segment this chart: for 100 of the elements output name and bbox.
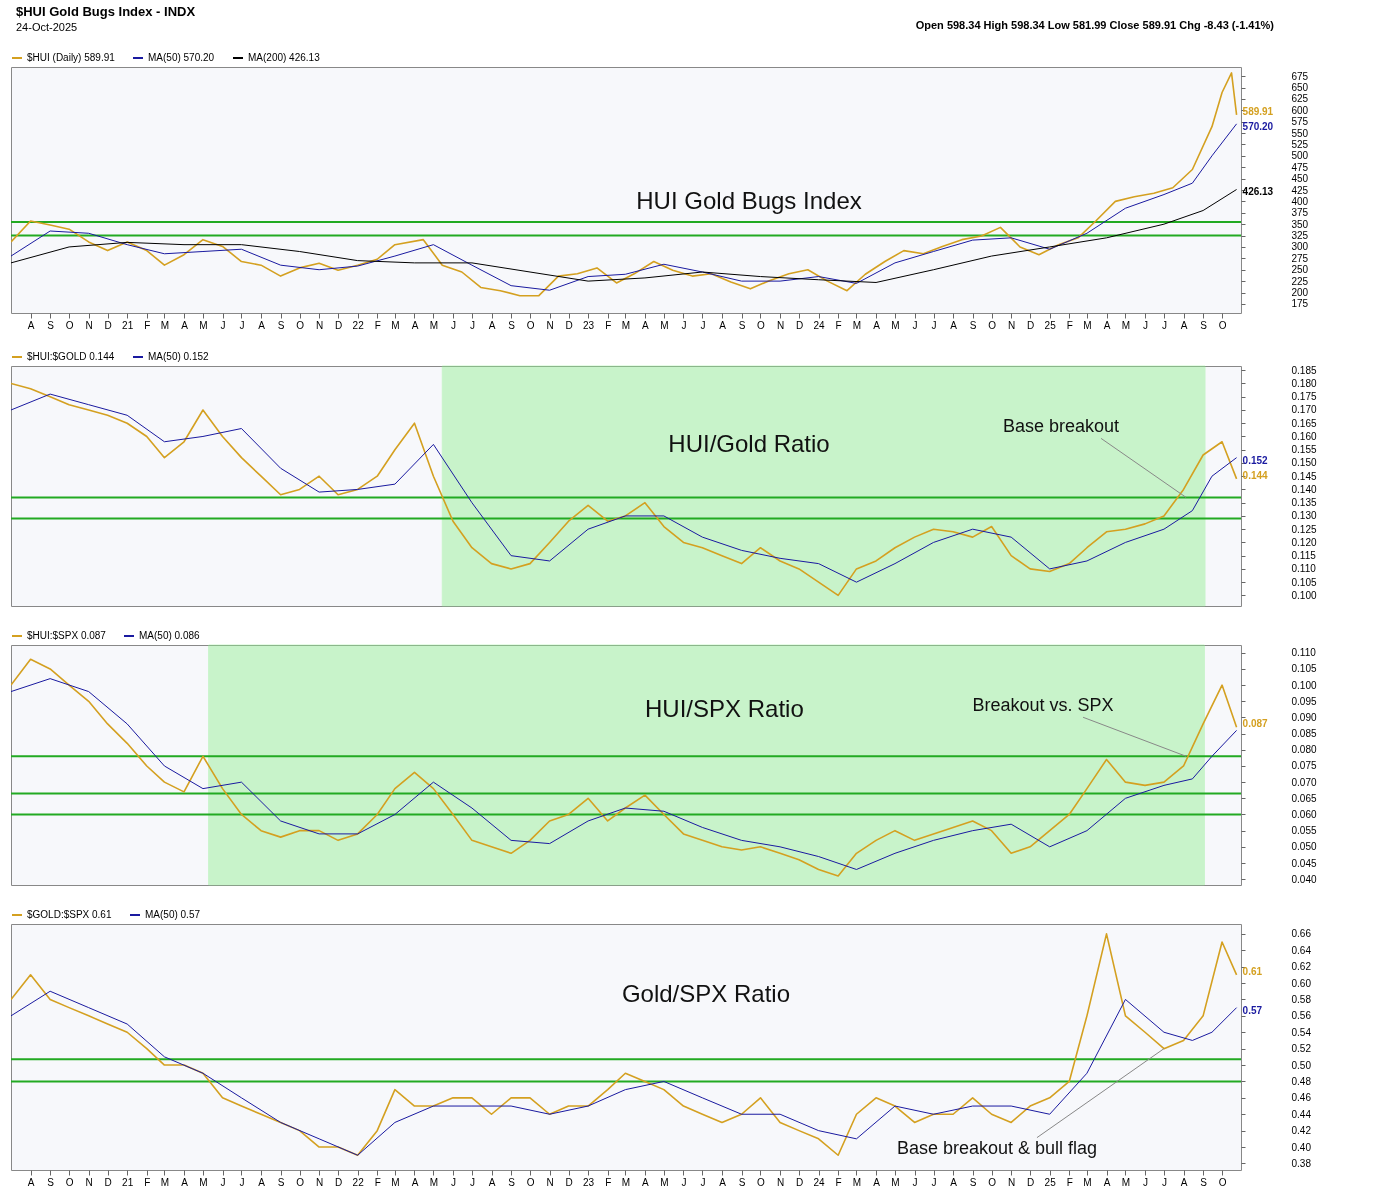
x-tick-label: J — [700, 1176, 706, 1188]
y-tick-label: 350 — [1291, 218, 1309, 230]
annotation: 0.57 — [1242, 1004, 1263, 1016]
legend-label: $HUI:$SPX 0.087 — [27, 630, 107, 641]
annotation: 0.087 — [1242, 718, 1269, 730]
y-tick-label: 0.52 — [1291, 1043, 1312, 1055]
line-series — [11, 72, 1238, 297]
x-tick-label: A — [719, 319, 727, 331]
annotation: 0.152 — [1242, 454, 1269, 466]
x-tick-label: S — [277, 319, 285, 331]
x-tick-label: D — [565, 319, 573, 331]
line-series — [11, 933, 1238, 1157]
legend-label: MA(50) 570.20 — [148, 52, 215, 63]
x-tick-label: D — [795, 319, 804, 331]
x-tick-label: J — [931, 319, 937, 331]
x-tick-label: A — [488, 319, 496, 331]
legend-label: MA(200) 426.13 — [248, 52, 321, 63]
y-tick-label: 300 — [1291, 241, 1309, 253]
x-tick-label: J — [239, 1176, 245, 1188]
x-tick-label: D — [104, 1176, 112, 1188]
x-tick-label: S — [47, 1176, 55, 1188]
x-tick-label: A — [258, 319, 266, 331]
x-tick-label: N — [776, 319, 785, 331]
x-tick-label: 25 — [1044, 319, 1057, 331]
x-tick-label: A — [642, 1176, 650, 1188]
x-tick-label: J — [1143, 319, 1149, 331]
x-tick-label: F — [144, 319, 151, 331]
annotation: 589.91 — [1242, 105, 1274, 117]
y-tick-label: 0.175 — [1291, 391, 1317, 403]
y-tick-label: 0.56 — [1291, 1010, 1312, 1022]
annotation: Breakout vs. SPX — [972, 695, 1114, 716]
x-tick-label: O — [526, 319, 535, 331]
y-tick-label: 0.180 — [1291, 377, 1317, 389]
x-tick-label: M — [199, 319, 208, 331]
y-tick-label: 0.120 — [1291, 536, 1317, 548]
y-tick-label: 0.54 — [1291, 1026, 1312, 1038]
y-tick-label: 0.110 — [1291, 647, 1317, 659]
x-tick-label: 25 — [1044, 1176, 1057, 1188]
x-tick-label: 23 — [583, 319, 595, 331]
y-tick-label: 0.38 — [1291, 1157, 1312, 1169]
y-tick-label: 0.155 — [1291, 444, 1317, 456]
x-tick-label: 24 — [813, 319, 826, 331]
x-tick-label: A — [1180, 1176, 1188, 1188]
y-tick-label: 550 — [1291, 127, 1309, 139]
x-tick-label: M — [852, 319, 862, 331]
y-tick-label: 450 — [1291, 173, 1309, 185]
x-tick-label: N — [546, 1176, 554, 1188]
x-tick-label: N — [776, 1176, 785, 1188]
x-tick-label: D — [1026, 1176, 1035, 1188]
y-tick-label: 0.065 — [1291, 792, 1317, 804]
x-tick-label: A — [873, 1176, 881, 1188]
y-tick-label: 475 — [1291, 161, 1309, 173]
y-tick-label: 600 — [1291, 104, 1309, 116]
y-tick-label: 0.64 — [1291, 944, 1312, 956]
x-tick-label: M — [621, 1176, 631, 1188]
x-tick-label: N — [546, 319, 554, 331]
y-tick-label: 0.140 — [1291, 483, 1317, 495]
legend-label: MA(50) 0.152 — [148, 351, 210, 362]
text: HUI/SPX Ratio — [645, 694, 804, 722]
y-tick-label: 0.130 — [1291, 510, 1317, 522]
x-tick-label: M — [199, 1176, 208, 1188]
x-tick-label: J — [239, 319, 245, 331]
x-tick-label: S — [738, 1176, 746, 1188]
x-tick-label: 24 — [813, 1176, 826, 1188]
x-tick-label: J — [220, 319, 226, 331]
y-tick-label: 0.170 — [1291, 404, 1317, 416]
x-tick-label: A — [1103, 1176, 1111, 1188]
x-tick-label: D — [795, 1176, 804, 1188]
x-tick-label: J — [681, 319, 687, 331]
text: HUI/Gold Ratio — [668, 430, 830, 458]
y-tick-label: 0.105 — [1291, 663, 1317, 675]
x-tick-label: O — [65, 319, 74, 331]
y-tick-label: 575 — [1291, 116, 1309, 128]
x-tick-label: A — [27, 1176, 35, 1188]
x-tick-label: F — [374, 319, 381, 331]
x-tick-label: O — [1218, 319, 1227, 331]
x-tick-label: A — [411, 1176, 419, 1188]
x-tick-label: J — [469, 319, 475, 331]
x-tick-label: A — [950, 1176, 958, 1188]
x-tick-label: A — [1103, 319, 1111, 331]
x-tick-label: J — [912, 319, 918, 331]
x-tick-label: J — [912, 1176, 918, 1188]
x-tick-label: A — [642, 319, 650, 331]
x-tick-label: N — [85, 1176, 93, 1188]
x-tick-label: M — [391, 1176, 400, 1188]
x-tick-label: S — [738, 319, 746, 331]
x-tick-label: 23 — [583, 1176, 595, 1188]
x-tick-label: M — [160, 1176, 170, 1188]
legend-label: MA(50) 0.57 — [145, 909, 201, 920]
x-tick-label: 22 — [352, 1176, 365, 1188]
x-tick-label: J — [1161, 319, 1167, 331]
y-tick-label: 0.090 — [1291, 711, 1317, 723]
x-tick-label: S — [969, 319, 977, 331]
y-tick-label: 525 — [1291, 138, 1309, 150]
y-tick-label: 650 — [1291, 82, 1309, 93]
annotation: 426.13 — [1242, 186, 1274, 198]
annotation: 0.61 — [1242, 965, 1263, 977]
y-tick-label: 0.50 — [1291, 1059, 1312, 1071]
y-tick-label: 625 — [1291, 93, 1309, 105]
y-tick-label: 250 — [1291, 264, 1309, 276]
